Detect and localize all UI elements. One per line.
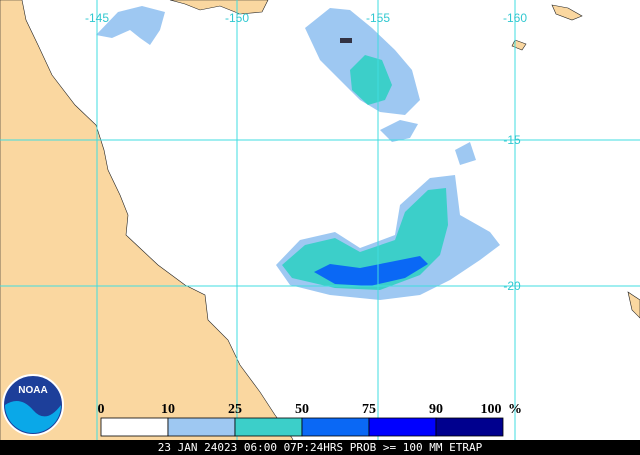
legend-swatch <box>167 417 236 437</box>
land-north <box>169 0 269 15</box>
lon-label: -155 <box>366 11 390 25</box>
rain-light <box>380 120 418 142</box>
legend-swatch <box>100 417 169 437</box>
legend-label: 75 <box>362 402 376 417</box>
footer-bar <box>0 440 640 455</box>
legend-label: 25 <box>228 402 242 417</box>
legend-label: 50 <box>295 402 309 417</box>
lat-label: -20 <box>503 279 521 293</box>
lon-label: -150 <box>225 11 249 25</box>
legend-swatch <box>435 417 504 437</box>
logo-text: NOAA <box>18 385 47 396</box>
grid <box>0 0 640 440</box>
land-australia <box>0 0 301 455</box>
legend-label: 10 <box>161 402 175 417</box>
logo-wave <box>5 401 61 433</box>
legend-swatch <box>368 417 437 437</box>
rain-heavy <box>314 256 428 286</box>
lon-label: -160 <box>503 11 527 25</box>
island <box>340 38 352 43</box>
legend-label: 0 <box>98 402 105 417</box>
lon-label: -145 <box>85 11 109 25</box>
rain-light <box>455 142 476 165</box>
legend-label: 90 <box>429 402 443 417</box>
rain-light <box>96 6 165 45</box>
island <box>551 4 583 21</box>
island <box>627 291 640 319</box>
legend-label: 100 <box>481 402 502 417</box>
footer-text: 23 JAN 24023 06:00 07P:24HRS PROB >= 100… <box>158 441 483 454</box>
noaa-logo: NOAA <box>2 374 64 436</box>
rain-moderate <box>350 55 392 105</box>
legend-swatch <box>301 417 370 437</box>
legend-unit: % <box>508 402 522 417</box>
legend: 0 10 25 50 75 90 100% <box>98 402 522 437</box>
lat-label: -15 <box>503 133 521 147</box>
legend-swatch <box>234 417 303 437</box>
